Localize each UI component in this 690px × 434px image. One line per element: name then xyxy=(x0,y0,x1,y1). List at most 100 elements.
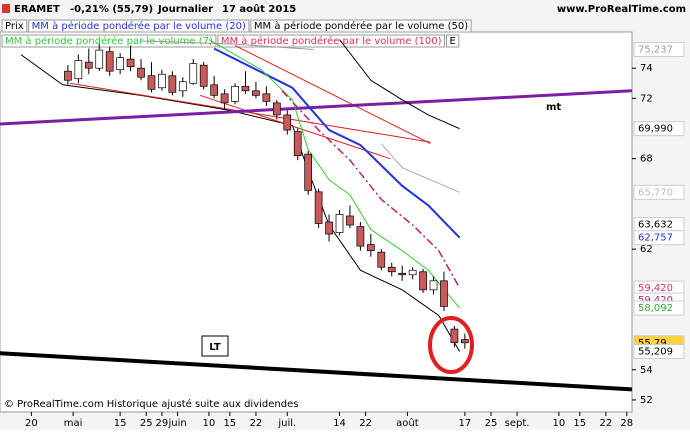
candle-body xyxy=(346,215,354,226)
candle-body xyxy=(356,226,365,247)
ma-line xyxy=(281,90,461,289)
candle-body xyxy=(210,84,218,96)
candle-body xyxy=(241,85,250,92)
x-tick-label: 22 xyxy=(600,418,613,429)
symbol: ERAMET xyxy=(14,4,60,15)
candle-body xyxy=(283,114,292,131)
candle-body xyxy=(95,49,104,69)
candle-body xyxy=(231,85,239,102)
date: 17 août 2015 xyxy=(222,3,296,15)
x-tick-label: 15 xyxy=(223,418,236,429)
trend-line xyxy=(0,351,632,392)
candle-body xyxy=(126,58,135,68)
x-tick-label: juin xyxy=(167,418,186,429)
band-line xyxy=(380,143,460,193)
price-label: 69,990 xyxy=(638,124,673,135)
trend-line xyxy=(0,89,632,126)
price-label-box xyxy=(633,230,685,246)
y-tick-label: 68 xyxy=(640,154,653,165)
price-label: 62,757 xyxy=(638,233,673,244)
x-tick-label: 25 xyxy=(140,418,153,429)
candle-body xyxy=(419,271,427,291)
plot xyxy=(0,39,632,392)
candle-body xyxy=(178,81,187,92)
x-tick-label: 15 xyxy=(573,418,586,429)
y-tick-label: 72 xyxy=(640,93,653,104)
candle-body xyxy=(335,214,344,233)
x-tick-label: 25 xyxy=(485,418,498,429)
candle-body xyxy=(387,266,396,273)
candle-body xyxy=(84,61,93,69)
footer: © ProRealTime.com Historique ajusté suit… xyxy=(4,398,298,410)
candle-body xyxy=(450,328,459,343)
legend-entry: MM à période pondérée par le volume (100… xyxy=(221,35,442,47)
candle-body xyxy=(440,280,448,307)
candle-body xyxy=(137,67,145,78)
annotation-mt: mt xyxy=(546,102,561,113)
y-tick-label: 54 xyxy=(640,365,653,376)
price-label-box xyxy=(633,184,685,200)
candle-body xyxy=(168,75,177,93)
x-tick-label: juil. xyxy=(277,418,296,429)
y-tick-label: 52 xyxy=(640,395,653,406)
price-label: 65,770 xyxy=(638,187,673,198)
candle-body xyxy=(220,93,229,104)
candle-body xyxy=(314,191,323,224)
candle-body xyxy=(429,280,438,291)
x-tick-label: 14 xyxy=(333,418,346,429)
x-tick-label: août xyxy=(396,417,419,429)
candle-body xyxy=(116,57,124,71)
legend-entry: MM à période pondérée par le volume (7) xyxy=(5,35,213,47)
icon xyxy=(2,4,10,13)
legend-entry: Prix xyxy=(5,21,24,32)
candle-body xyxy=(325,221,333,235)
candle-body xyxy=(293,131,302,157)
candle-body xyxy=(189,63,198,84)
x-tick-label: 28 xyxy=(620,418,633,429)
candle-body xyxy=(304,153,313,191)
price-label-box xyxy=(633,300,685,316)
annotation-box xyxy=(201,335,229,357)
legend-box xyxy=(250,19,472,33)
candle-body xyxy=(158,73,166,89)
x-tick-label: 20 xyxy=(25,418,38,429)
candle-body xyxy=(105,51,114,72)
candle-body xyxy=(199,64,208,87)
legend-box xyxy=(217,34,445,48)
ma-line xyxy=(339,39,460,130)
candle-body xyxy=(262,93,271,102)
candle-body xyxy=(366,244,375,252)
price-label-box xyxy=(633,42,685,58)
x-tick-label: 17 xyxy=(458,418,471,429)
legend-entry: E xyxy=(449,36,455,47)
trend-line xyxy=(234,45,431,145)
y-tick-label: 62 xyxy=(640,244,653,255)
price-label-box xyxy=(633,121,685,137)
price-label: 59,420 xyxy=(638,295,673,306)
x-tick-label: 10 xyxy=(553,418,566,429)
candle-body xyxy=(398,272,407,276)
price-label: 55,79 xyxy=(638,338,667,349)
band-line xyxy=(141,40,314,51)
annotation-lt: LT xyxy=(209,342,221,353)
ma-line xyxy=(208,39,461,309)
price-label: 63,632 xyxy=(638,220,673,231)
legend-box xyxy=(1,19,28,33)
x-tick-label: sept. xyxy=(505,418,530,429)
candle-body xyxy=(461,339,469,344)
legend-box xyxy=(445,34,460,48)
legend-box xyxy=(1,34,217,48)
change: -0,21% (55,79) xyxy=(70,4,153,15)
x-tick-label: 29 xyxy=(156,418,169,429)
candle-body xyxy=(64,70,72,81)
legend-entry: MM à période pondérée par le volume (20) xyxy=(32,20,246,32)
candle-body xyxy=(252,90,260,96)
site: www.ProRealTime.com xyxy=(557,4,686,15)
candle-body xyxy=(74,60,83,80)
x-tick-label: 15 xyxy=(114,418,127,429)
x-tick-label: 10 xyxy=(203,418,216,429)
legend-entry: MM à période pondérée par le volume (50) xyxy=(254,20,468,32)
trend-line xyxy=(199,94,391,160)
x-tick-label: mai xyxy=(64,418,83,429)
